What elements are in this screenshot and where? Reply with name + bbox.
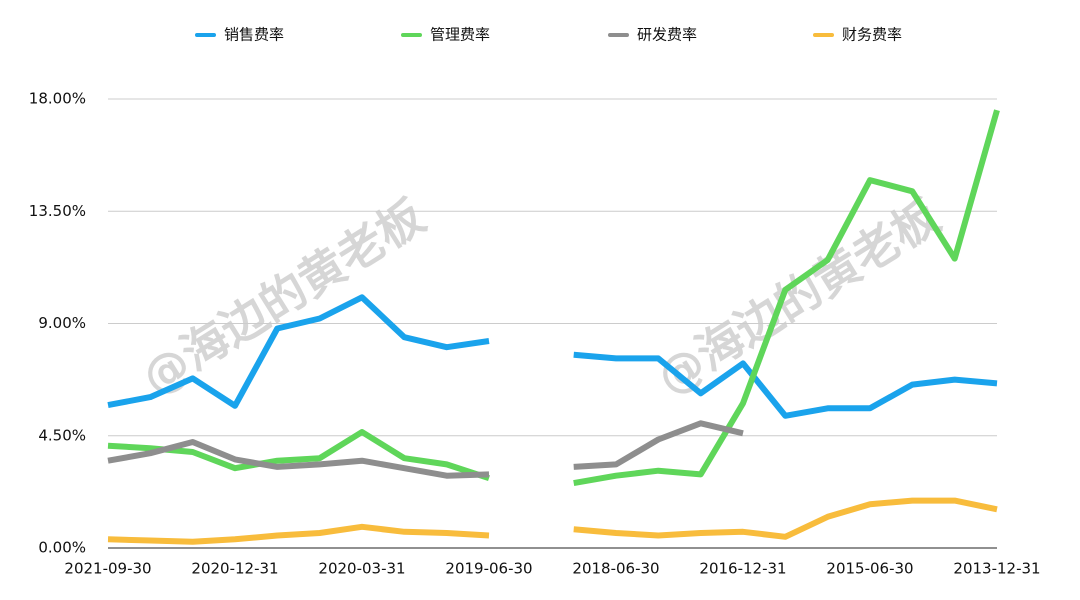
x-tick-label: 2020-03-31 (318, 560, 405, 578)
y-tick-label: 18.00% (29, 90, 86, 108)
x-tick-label: 2019-06-30 (445, 560, 532, 578)
series-line (107, 294, 998, 419)
x-tick-label: 2015-06-30 (826, 560, 913, 578)
legend-label: 销售费率 (224, 26, 284, 44)
series-line (107, 420, 744, 479)
y-tick-label: 4.50% (38, 426, 86, 444)
legend-label: 财务费率 (842, 26, 902, 44)
x-tick-label: 2021-09-30 (64, 560, 151, 578)
y-tick-label: 9.00% (38, 314, 86, 332)
legend-label: 研发费率 (637, 26, 697, 44)
series-line (107, 497, 998, 545)
x-tick-label: 2016-12-31 (699, 560, 786, 578)
watermark: @海边的黄老板 (132, 189, 434, 405)
x-tick-label: 2018-06-30 (572, 560, 659, 578)
x-tick-label: 2013-12-31 (953, 560, 1040, 578)
y-tick-label: 13.50% (29, 202, 86, 220)
x-tick-label: 2020-12-31 (191, 560, 278, 578)
legend-label: 管理费率 (430, 26, 490, 44)
y-tick-label: 0.00% (38, 539, 86, 557)
watermark: @海边的黄老板 (647, 189, 949, 405)
